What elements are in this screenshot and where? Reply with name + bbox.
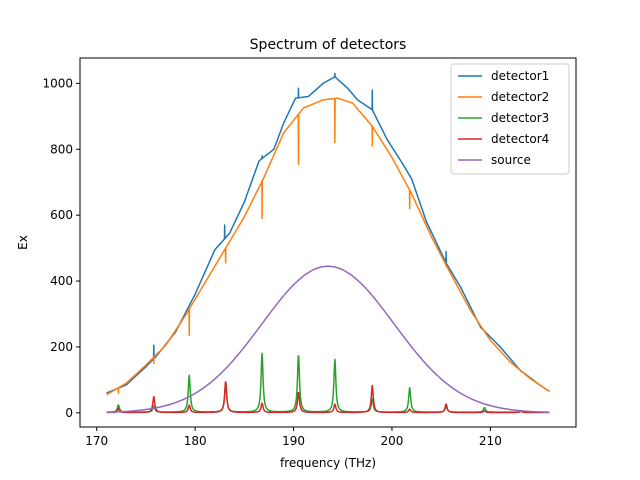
y-tick-label: 200 (50, 340, 73, 354)
x-tick-label: 190 (282, 434, 305, 448)
x-tick-label: 170 (85, 434, 108, 448)
legend-box (450, 63, 570, 175)
series-line-detector4 (106, 381, 550, 414)
legend-label-source: source (491, 153, 531, 167)
legend-label-detector4: detector4 (491, 132, 549, 146)
series-line-detector2 (106, 97, 550, 396)
legend: detector1 detector2 detector3 detector4 sour… (450, 63, 570, 175)
x-axis-label: frequency (THz) (280, 456, 376, 470)
y-tick-label: 400 (50, 274, 73, 288)
y-tick-label: 1000 (42, 76, 73, 90)
plot-area (106, 72, 550, 414)
chart-title: Spectrum of detectors (250, 37, 407, 53)
legend-label-detector2: detector2 (491, 90, 549, 104)
series-line-source (106, 265, 550, 414)
legend-label-detector1: detector1 (491, 69, 549, 83)
x-tick-label: 200 (381, 434, 404, 448)
y-axis-label: Ex (16, 235, 30, 250)
y-tick-label: 600 (50, 208, 73, 222)
y-axis: 0 200 400 600 800 1000 (42, 76, 80, 420)
x-axis: 170 180 190 200 210 (85, 427, 502, 448)
x-tick-label: 180 (184, 434, 207, 448)
y-tick-label: 800 (50, 142, 73, 156)
legend-label-detector3: detector3 (491, 111, 549, 125)
x-tick-label: 210 (479, 434, 502, 448)
axes-frame (79, 57, 577, 428)
y-tick-label: 0 (65, 406, 73, 420)
